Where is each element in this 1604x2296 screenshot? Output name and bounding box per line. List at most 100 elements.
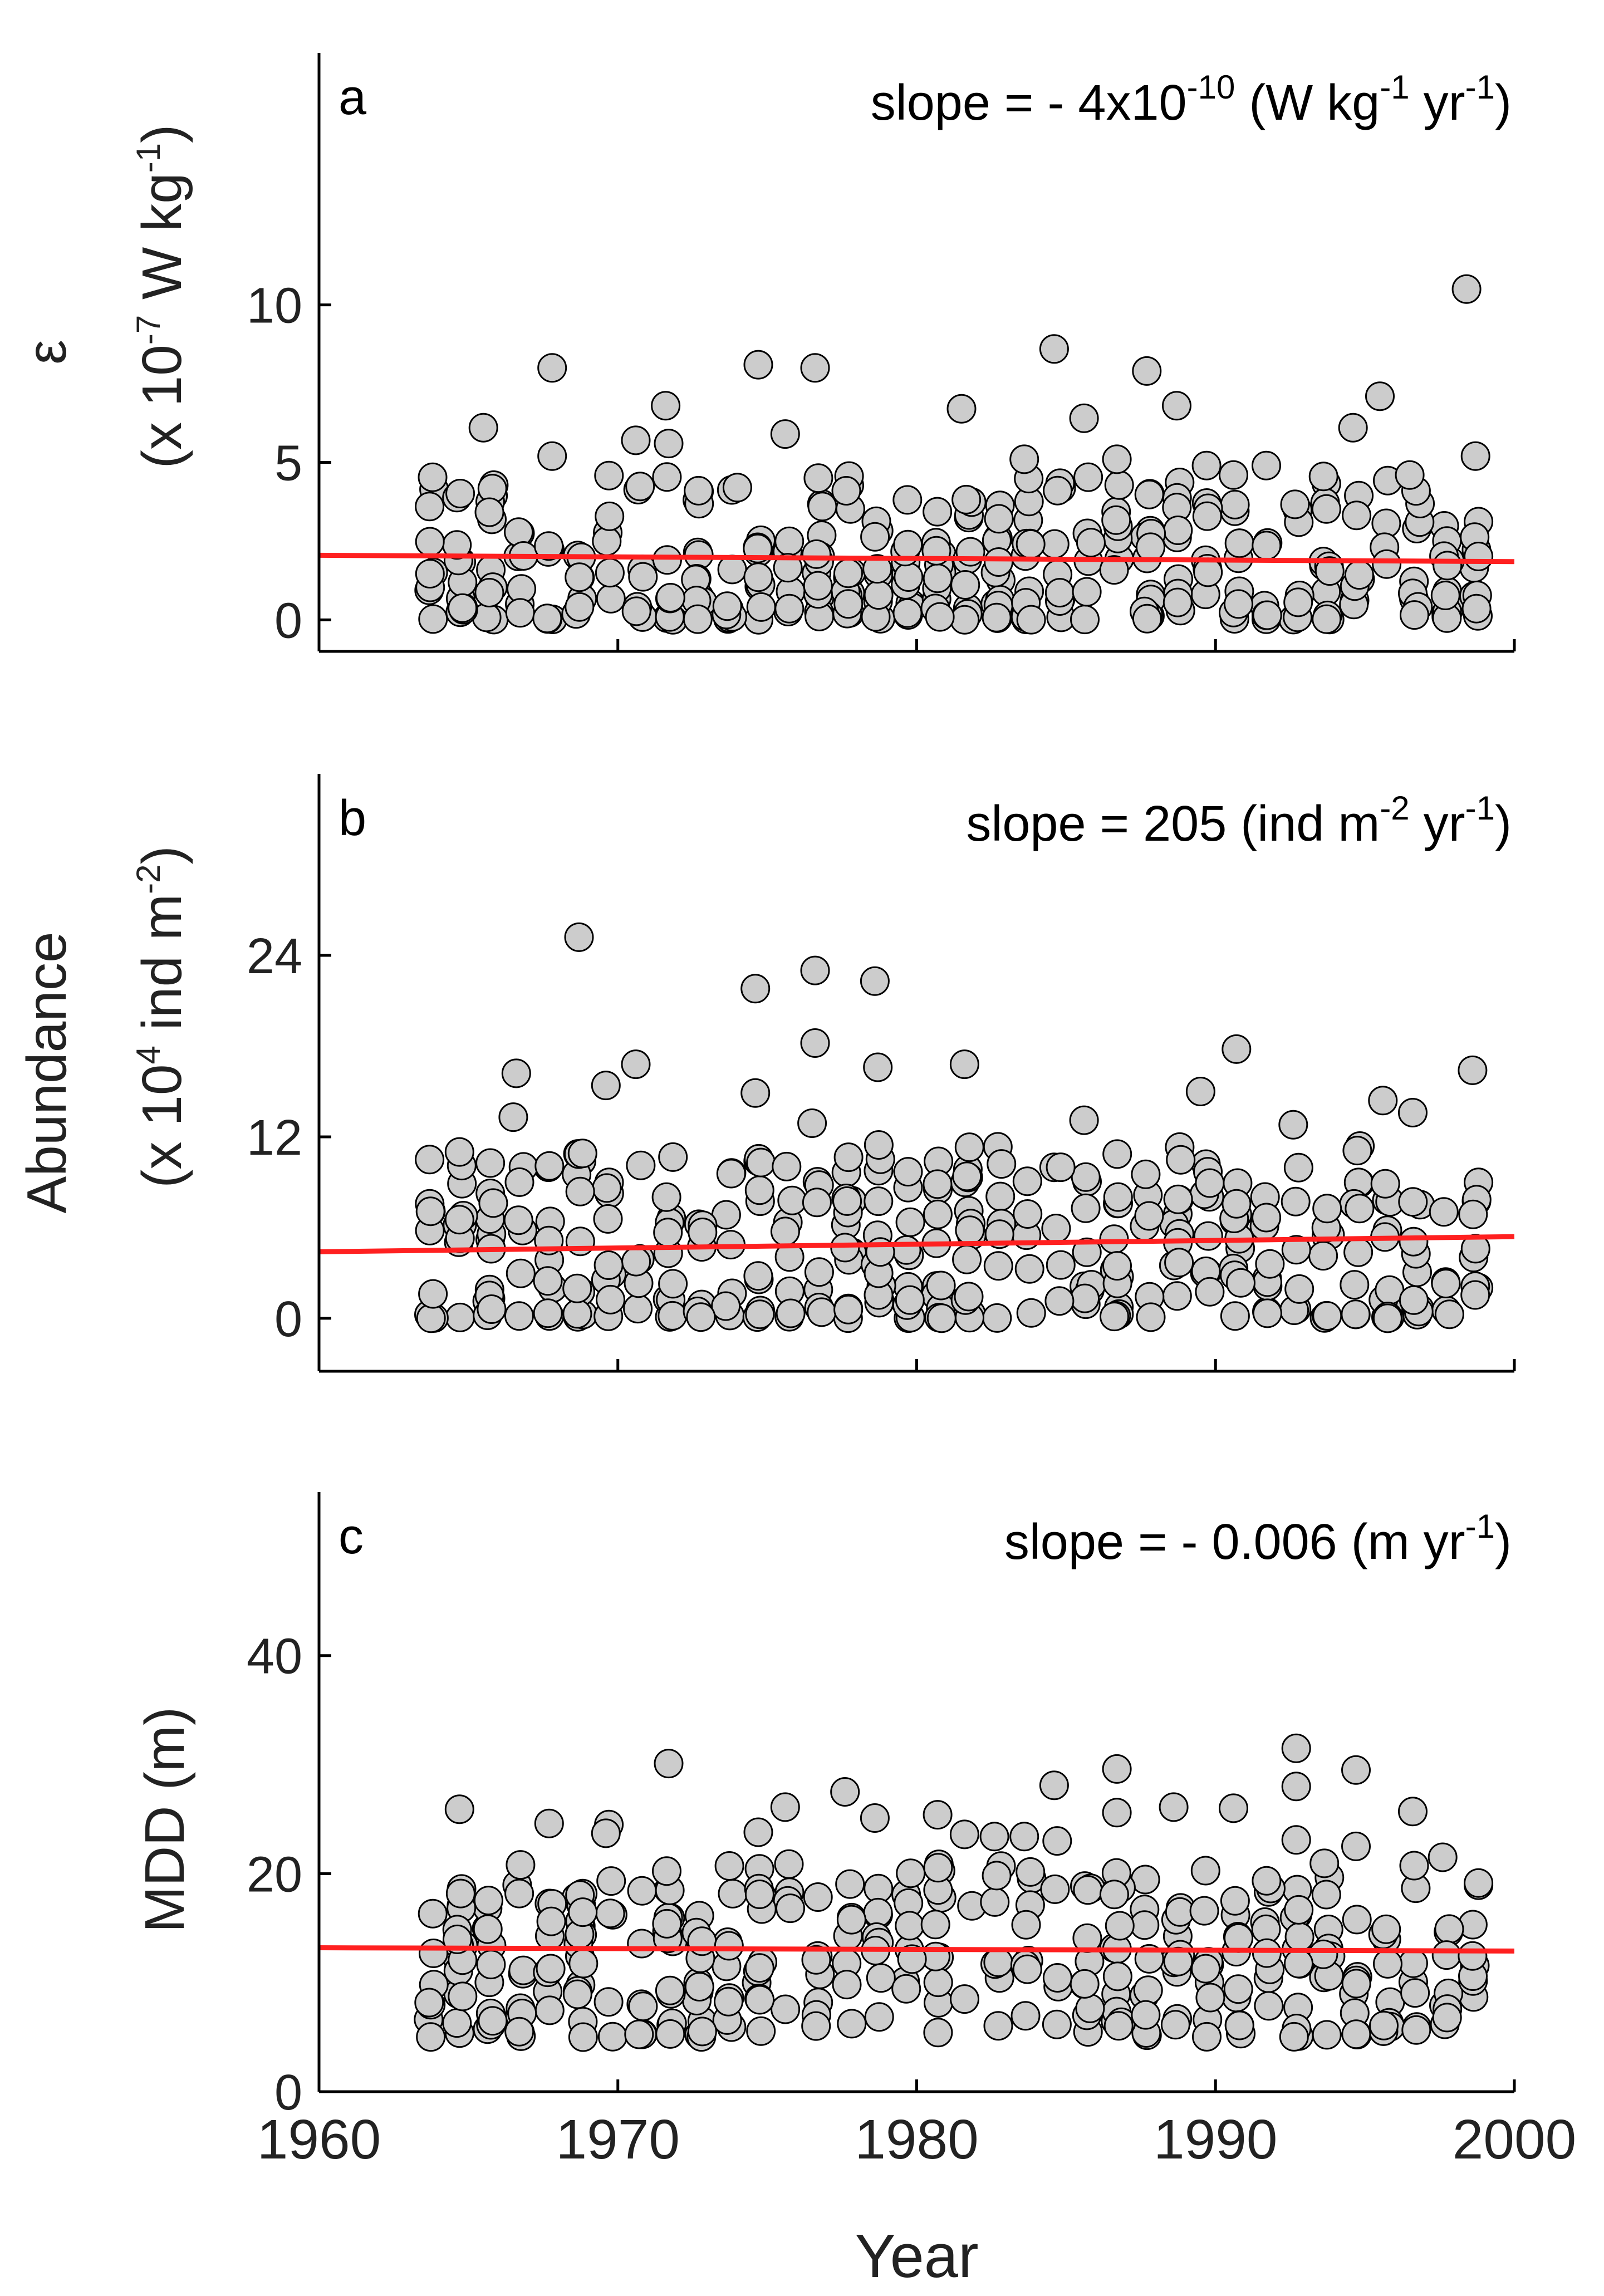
data-point	[951, 484, 982, 514]
data-point	[832, 1186, 862, 1216]
data-point	[1131, 1159, 1161, 1189]
data-point	[473, 1914, 503, 1944]
data-point	[1040, 1874, 1070, 1904]
data-point	[1009, 1822, 1039, 1852]
text-segment: (x 10	[131, 1064, 193, 1188]
data-point	[1281, 1772, 1311, 1802]
data-point	[565, 1227, 595, 1257]
data-point	[1136, 1302, 1166, 1332]
data-point	[1159, 1792, 1189, 1822]
data-point	[477, 1294, 507, 1324]
data-point	[624, 2019, 654, 2049]
data-point	[418, 604, 448, 634]
data-point	[1284, 1949, 1313, 1979]
data-point	[1372, 549, 1402, 579]
data-point	[655, 2019, 685, 2049]
y-axis-unit: (x 104 ind m-2)	[130, 846, 193, 1188]
text-segment: )	[1495, 796, 1512, 852]
data-point	[562, 1299, 592, 1329]
data-point	[774, 526, 805, 556]
data-point	[1016, 529, 1046, 559]
data-point	[984, 547, 1014, 577]
data-point	[714, 1851, 744, 1881]
text-segment: )	[1495, 75, 1512, 131]
data-point	[1284, 1274, 1314, 1304]
data-point	[1252, 531, 1282, 561]
data-point	[591, 1071, 621, 1101]
data-point	[862, 554, 892, 584]
data-point	[1281, 1733, 1311, 1763]
data-point	[658, 1269, 688, 1299]
data-point	[800, 1028, 830, 1058]
data-point	[773, 553, 803, 583]
y-axis-unit: (x 10-7 W kg-1)	[130, 125, 193, 469]
data-point	[1461, 593, 1492, 624]
data-point	[1219, 460, 1248, 490]
data-point	[860, 966, 890, 996]
data-point	[1131, 2000, 1161, 2030]
data-point	[955, 537, 985, 567]
x-tick-label: 1960	[257, 2108, 381, 2171]
data-point	[533, 1266, 563, 1296]
data-point	[562, 1979, 592, 2009]
data-point	[740, 1078, 771, 1108]
data-point	[1070, 605, 1100, 635]
data-point	[415, 1196, 445, 1227]
data-point	[565, 1176, 595, 1206]
data-point	[1166, 1145, 1196, 1175]
data-point	[743, 350, 773, 380]
data-point	[746, 592, 776, 622]
data-point	[1340, 1270, 1370, 1300]
data-point	[864, 1130, 894, 1160]
trend-line	[318, 1945, 1515, 1954]
data-point	[807, 1297, 837, 1327]
data-point	[621, 425, 651, 455]
data-point	[983, 1251, 1013, 1281]
y-tick-label: 10	[247, 278, 302, 334]
data-point	[774, 593, 805, 624]
data-point	[949, 1819, 979, 1849]
data-point	[474, 578, 504, 607]
data-point	[505, 598, 535, 628]
y-tick-label: 24	[247, 929, 302, 984]
data-point	[950, 1984, 979, 2014]
data-point	[593, 1250, 624, 1280]
data-point	[1464, 542, 1494, 571]
data-point	[593, 1987, 624, 2017]
data-point	[1073, 462, 1103, 492]
data-point	[1226, 1268, 1255, 1298]
data-point	[506, 1850, 536, 1880]
data-point	[597, 2022, 627, 2052]
data-point	[1400, 1978, 1430, 2008]
data-point	[745, 1299, 775, 1329]
data-point	[955, 1215, 985, 1245]
data-point	[722, 473, 752, 503]
data-point	[536, 1906, 566, 1936]
data-point	[1192, 501, 1222, 531]
data-point	[1399, 1851, 1429, 1881]
data-point	[1341, 1969, 1371, 1999]
data-point	[746, 2016, 776, 2046]
data-point	[658, 1142, 688, 1172]
data-point	[804, 1257, 834, 1287]
data-point	[774, 1849, 804, 1879]
data-point	[504, 1878, 534, 1909]
data-point	[568, 1949, 599, 1979]
data-point	[776, 1298, 806, 1328]
data-point	[1312, 1301, 1342, 1331]
data-point	[833, 558, 863, 588]
data-point	[864, 1186, 894, 1216]
x-tick-label: 1990	[1154, 2108, 1277, 2171]
data-point	[950, 570, 980, 600]
data-point	[1433, 551, 1463, 581]
panel-letter: a	[339, 70, 367, 125]
data-point	[1039, 334, 1069, 364]
data-point	[1073, 1875, 1103, 1905]
data-point	[651, 391, 681, 421]
data-point	[895, 1207, 925, 1237]
data-point	[567, 1139, 597, 1169]
superscript: -2	[1380, 789, 1409, 827]
data-point	[860, 522, 890, 552]
data-point	[1069, 1105, 1099, 1135]
data-point	[592, 1173, 622, 1203]
